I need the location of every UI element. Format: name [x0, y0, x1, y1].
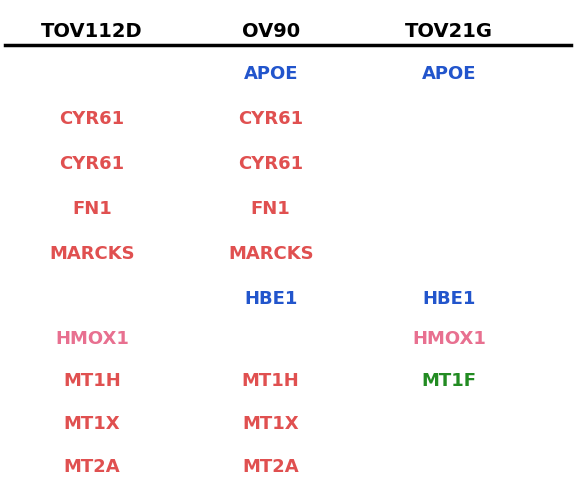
- Text: HBE1: HBE1: [244, 290, 297, 308]
- Text: CYR61: CYR61: [59, 155, 125, 173]
- Text: MT1H: MT1H: [63, 372, 121, 390]
- Text: MT1X: MT1X: [242, 415, 299, 433]
- Text: TOV21G: TOV21G: [406, 22, 493, 41]
- Text: HMOX1: HMOX1: [412, 330, 486, 348]
- Text: MARCKS: MARCKS: [50, 245, 135, 263]
- Text: CYR61: CYR61: [59, 110, 125, 128]
- Text: MT1X: MT1X: [64, 415, 120, 433]
- Text: CYR61: CYR61: [238, 155, 304, 173]
- Text: CYR61: CYR61: [238, 110, 304, 128]
- Text: MT2A: MT2A: [242, 458, 299, 476]
- Text: FN1: FN1: [251, 200, 291, 218]
- Text: HBE1: HBE1: [423, 290, 476, 308]
- Text: MT1F: MT1F: [422, 372, 477, 390]
- Text: FN1: FN1: [72, 200, 112, 218]
- Text: MARCKS: MARCKS: [228, 245, 313, 263]
- Text: MT2A: MT2A: [64, 458, 120, 476]
- Text: MT1H: MT1H: [242, 372, 300, 390]
- Text: APOE: APOE: [244, 65, 298, 83]
- Text: OV90: OV90: [242, 22, 300, 41]
- Text: HMOX1: HMOX1: [55, 330, 129, 348]
- Text: APOE: APOE: [422, 65, 476, 83]
- Text: TOV112D: TOV112D: [41, 22, 143, 41]
